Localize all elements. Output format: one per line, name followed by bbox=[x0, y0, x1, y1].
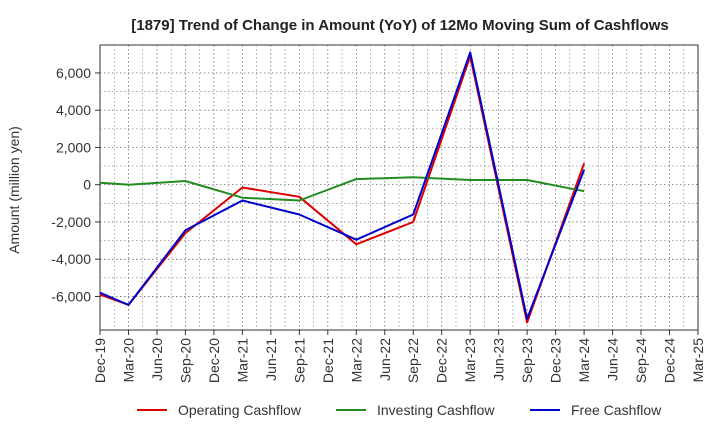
x-tick-label: Sep-22 bbox=[405, 338, 421, 383]
series-line-free-cashflow bbox=[99, 51, 586, 320]
x-tick-label: Mar-24 bbox=[576, 338, 592, 383]
x-tick-label: Jun-21 bbox=[263, 338, 279, 381]
x-tick-label: Mar-22 bbox=[348, 338, 364, 383]
legend-label: Operating Cashflow bbox=[178, 402, 302, 418]
legend: Operating Cashflow Investing Cashflow Free… bbox=[137, 402, 662, 418]
x-tick-label: Sep-21 bbox=[291, 338, 307, 383]
x-tick-label: Mar-21 bbox=[234, 338, 250, 383]
legend-label: Free Cashflow bbox=[571, 402, 662, 418]
y-tick-label: 6,000 bbox=[56, 65, 91, 81]
x-tick-label: Mar-20 bbox=[120, 338, 136, 383]
y-tick-label: -4,000 bbox=[51, 251, 91, 267]
chart-title: [1879] Trend of Change in Amount (YoY) o… bbox=[131, 17, 669, 34]
legend-label: Investing Cashflow bbox=[377, 402, 495, 418]
x-tick-label: Jun-20 bbox=[149, 338, 165, 381]
x-tick-label: Dec-19 bbox=[92, 338, 108, 383]
y-tick-label: -2,000 bbox=[51, 214, 91, 230]
y-tick-label: 4,000 bbox=[56, 102, 91, 118]
plot-frame bbox=[99, 44, 699, 331]
x-tick-label: Jun-22 bbox=[377, 338, 393, 381]
x-tick-label: Mar-25 bbox=[690, 338, 706, 383]
x-tick-label: Mar-23 bbox=[462, 338, 478, 383]
x-tick-label: Dec-24 bbox=[662, 338, 678, 383]
series-layer bbox=[99, 51, 586, 324]
x-tick-label: Jun-23 bbox=[491, 338, 507, 381]
y-tick-label: 0 bbox=[83, 177, 91, 193]
x-tick-label: Dec-23 bbox=[548, 338, 564, 383]
grid-layer bbox=[99, 44, 699, 331]
x-tick-label: Sep-23 bbox=[519, 338, 535, 383]
x-tick-label: Jun-24 bbox=[605, 338, 621, 381]
axis-layer: -6,000 -4,000 -2,000 0 2,000 4,000 6,000 Dec-19… bbox=[51, 65, 706, 383]
x-tick-label: Dec-21 bbox=[320, 338, 336, 383]
y-axis-label: Amount (million yen) bbox=[6, 126, 22, 254]
x-tick-label: Dec-22 bbox=[434, 338, 450, 383]
x-tick-label: Sep-24 bbox=[633, 338, 649, 383]
y-tick-label: 2,000 bbox=[56, 139, 91, 155]
y-tick-label: -6,000 bbox=[51, 288, 91, 304]
x-tick-label: Sep-20 bbox=[177, 338, 193, 383]
x-tick-label: Dec-20 bbox=[206, 338, 222, 383]
series-line-investing-cashflow bbox=[99, 176, 585, 202]
